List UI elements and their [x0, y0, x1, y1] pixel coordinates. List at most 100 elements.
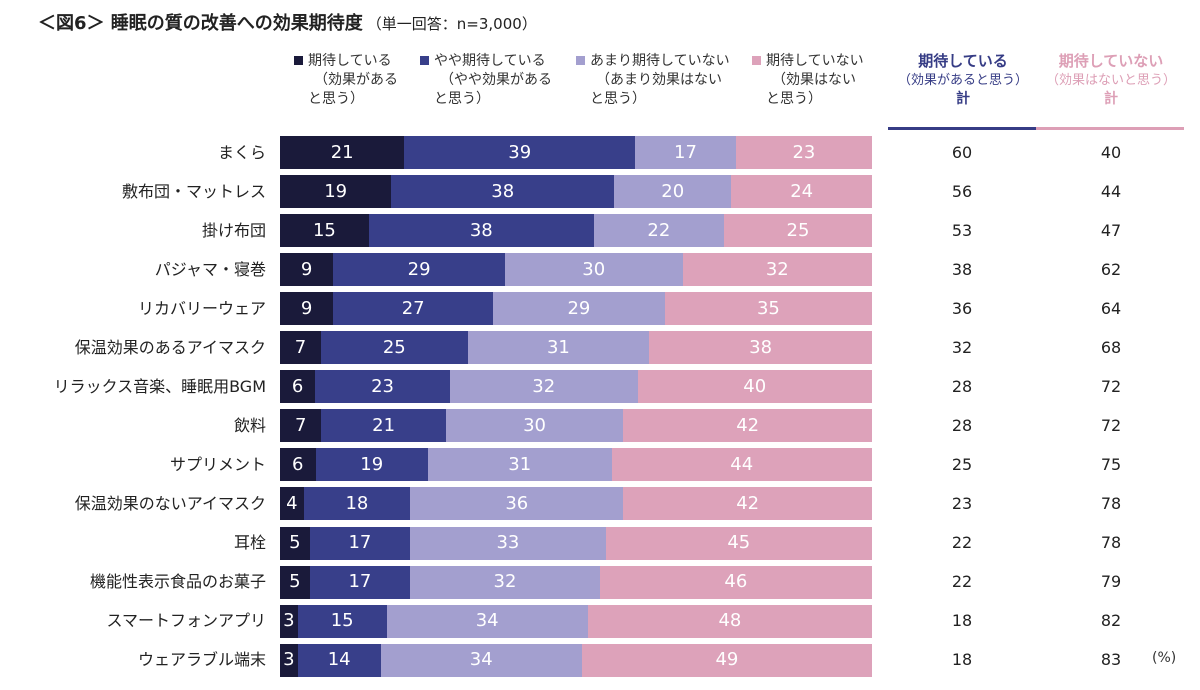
not-expecting-total-title: 期待していない: [1058, 52, 1164, 70]
legend-label: やや期待している: [420, 52, 552, 71]
legend-text: 期待している: [308, 53, 392, 69]
bar-segment: [333, 292, 494, 326]
legend-label: 期待している: [294, 52, 398, 71]
bar-segment: [445, 409, 624, 443]
bar-value-label: 29: [567, 297, 591, 319]
legend-swatch: [294, 56, 303, 65]
category-label: ウェアラブル端末: [137, 650, 266, 670]
bar-value-label: 25: [382, 336, 406, 358]
chart-title: ＜図6＞ 睡眠の質の改善への効果期待度 （単一回答：n=3,000）: [38, 9, 537, 35]
not-expecting-total-header: 期待していない （効果はないと思う） 計: [1036, 52, 1186, 109]
bar-segment: [280, 370, 316, 404]
expecting-total-value: 23: [951, 493, 973, 513]
not-expecting-total-value: 82: [1100, 611, 1122, 631]
bar-segment: [280, 292, 334, 326]
bar-segment: [303, 487, 411, 521]
not-expecting-total-value: 44: [1100, 181, 1122, 201]
category-label: パジャマ・寝巻: [154, 259, 266, 279]
category-label: 掛け布団: [201, 220, 266, 240]
bar-segment: [649, 331, 872, 365]
bar-segment: [611, 448, 872, 482]
bar-value-label: 49: [715, 649, 739, 671]
bar-value-label: 17: [348, 571, 372, 593]
bar-value-label: 17: [674, 141, 697, 163]
legend-label: （効果はない: [772, 72, 856, 88]
bar-value-label: 3: [283, 610, 295, 632]
bar-value-label: 30: [523, 414, 546, 436]
bar-value-label: 42: [736, 492, 760, 514]
bar-value-label: 31: [508, 453, 532, 475]
legend-label: と思う）: [590, 91, 646, 107]
bar-value-label: 40: [743, 375, 767, 397]
legend-label: と思う）: [308, 91, 364, 107]
bar-segment: [735, 136, 872, 169]
bar-value-label: 9: [300, 258, 313, 280]
not-expecting-total-note: （効果はないと思う）: [1045, 73, 1176, 88]
expecting-total-value: 22: [951, 572, 973, 592]
bar-value-label: 25: [786, 219, 810, 241]
bar-value-label: 4: [286, 492, 298, 514]
expecting-total-value: 22: [951, 533, 973, 552]
expecting-total-value: 18: [951, 650, 973, 670]
bar-segment: [321, 331, 468, 365]
bar-value-label: 22: [647, 219, 671, 241]
category-label: 保温効果のあるアイマスク: [74, 337, 266, 357]
bar-value-label: 6: [291, 375, 304, 397]
bar-segment: [410, 526, 606, 560]
bar-value-label: 46: [724, 571, 748, 593]
legend-label: 期待していない: [752, 52, 864, 71]
expecting-total-value: 56: [951, 181, 973, 201]
expecting-total-value: 32: [951, 337, 973, 357]
legend-item: 期待している （効果がある と思う）: [294, 52, 398, 109]
bar-value-label: 39: [508, 141, 532, 163]
category-label: 飲料: [233, 415, 266, 435]
legend-text: やや期待している: [434, 53, 546, 69]
not-expecting-total-underline: [1036, 127, 1184, 130]
chart-title-main: ＜図6＞ 睡眠の質の改善への効果期待度: [38, 13, 363, 34]
bar-value-label: 48: [718, 610, 742, 632]
bar-value-label: 7: [294, 336, 307, 358]
bar-value-label: 30: [582, 258, 606, 280]
bar-segment: [380, 643, 582, 677]
expecting-total-value: 28: [951, 415, 973, 435]
not-expecting-total-value: 78: [1100, 533, 1122, 552]
bar-segment: [280, 175, 392, 209]
bar-segment: [605, 526, 872, 560]
bar-segment: [280, 331, 322, 365]
expecting-total-value: 28: [951, 376, 973, 396]
bar-value-label: 33: [496, 532, 520, 553]
bar-value-label: 5: [289, 532, 301, 553]
legend-item: やや期待している （やや効果がある と思う）: [420, 52, 552, 109]
chart-title-sub: （単一回答：n=3,000）: [366, 15, 537, 33]
bar-segment: [309, 526, 411, 560]
category-label: リカバリーウェア: [137, 298, 266, 318]
bar-segment: [309, 565, 411, 599]
bar-value-label: 7: [294, 414, 307, 436]
bar-value-label: 15: [312, 219, 336, 241]
category-label: スマートフォンアプリ: [106, 611, 266, 631]
expecting-total-note: （効果があると思う）: [897, 73, 1028, 88]
bar-segment: [280, 604, 298, 638]
bar-value-label: 38: [491, 180, 515, 202]
not-expecting-total-value: 72: [1100, 376, 1122, 396]
bar-segment: [280, 214, 369, 248]
bar-segment: [664, 292, 872, 326]
bar-segment: [623, 487, 872, 521]
bar-segment: [391, 175, 615, 209]
not-expecting-total-value: 83: [1100, 650, 1122, 670]
bar-value-label: 42: [736, 414, 760, 436]
legend-label: あまり期待していない: [576, 52, 730, 71]
bar-value-label: 27: [401, 297, 425, 319]
expecting-total-title: 期待している: [918, 52, 1008, 70]
not-expecting-total-value: 78: [1100, 493, 1122, 513]
bar-value-label: 21: [372, 414, 396, 436]
legend-label: （やや効果がある: [440, 72, 552, 88]
not-expecting-total-value: 40: [1100, 142, 1122, 162]
bar-value-label: 18: [345, 492, 369, 514]
bar-segment: [731, 175, 872, 209]
bar-value-label: 21: [330, 141, 354, 163]
bar-value-label: 38: [749, 336, 773, 358]
bar-value-label: 29: [407, 258, 431, 280]
not-expecting-total-value: 68: [1100, 337, 1122, 357]
